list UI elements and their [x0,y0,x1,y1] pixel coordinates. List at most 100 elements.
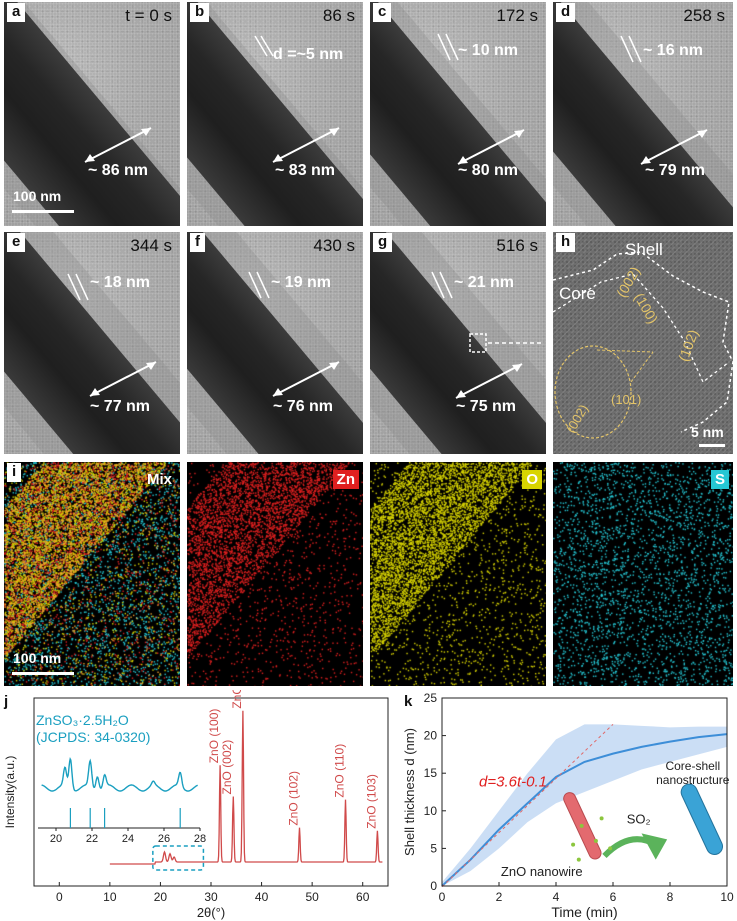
map-o: O [370,462,546,686]
scale-label: 100 nm [13,188,62,204]
x-tick-label: 40 [255,890,269,904]
shell-arrow [437,33,459,61]
inset-pattern [41,756,198,792]
x-tick-label: 60 [356,890,370,904]
inset-tick-label: 24 [122,833,134,845]
y-tick-label: 20 [424,729,438,743]
diameter-label: ~ 83 nm [275,162,336,179]
x-tick-label: 0 [56,890,63,904]
shell-arrow [620,35,642,63]
shell-thickness-label: ~ 16 nm [643,42,704,59]
inset-tick-label: 26 [158,833,170,845]
scale-bar [699,444,725,447]
time-label: t = 0 s [125,6,172,25]
shell-label: Shell [625,240,663,259]
scale-label: 100 nm [13,650,62,666]
x-axis-label: Time (min) [551,904,617,920]
inset-tick-label: 22 [86,833,98,845]
nanowire-label: ZnO nanowire [501,864,583,879]
peak-label: ZnO (110) [333,744,347,798]
so2-molecule [593,838,598,843]
panel-label: c [373,3,392,22]
diameter-arrow [89,361,157,397]
hrtem-overlay [553,251,733,439]
panel-label: h [556,233,576,252]
map-dots [187,462,363,686]
peak-label: ZnO (002) [220,740,234,795]
panel-label: a [7,3,26,22]
inset-title: ZnSO₃·2.5H₂O [36,712,129,728]
shell-arrow [67,273,89,301]
map-dots [4,462,180,686]
confidence-band [442,724,727,886]
scale-bar [12,672,74,675]
time-label: 258 s [683,6,725,25]
y-tick-label: 25 [424,691,438,705]
panel-label: g [373,233,393,252]
diameter-label: ~ 76 nm [273,398,334,415]
x-tick-label: 2 [496,890,503,904]
time-label: 86 s [322,6,355,25]
so2-molecule [576,857,581,862]
core-label: Core [559,284,596,303]
diameter-label: ~ 86 nm [88,162,149,179]
shell-thickness-label: ~ 10 nm [458,42,519,59]
time-label: 172 s [496,6,538,25]
zoom-box [152,845,205,871]
y-tick-label: 10 [424,804,438,818]
x-axis-label: 2θ(°) [197,905,225,920]
shell-arrow [431,271,453,299]
map-dots [553,462,733,686]
panel-label: b [190,3,210,22]
peak-label: ZnO (103) [364,774,378,829]
map-mix: Mix i 100 nm [4,462,180,686]
y-tick-label: 0 [430,879,437,893]
plot-frame [441,697,728,887]
inset-tick-label: 28 [194,833,206,845]
zoom-box [469,333,544,353]
shell-thickness-label: ~ 19 nm [271,274,332,291]
panel-label: d [556,3,576,22]
inset-subtitle: (JCPDS: 34-0320) [36,729,150,745]
gas-label: SO₂ [627,812,651,827]
diameter-arrow [272,361,340,397]
panel-label: f [190,233,205,252]
panel-e: e 344 s ~ 18 nm ~ 77 nm [4,232,180,454]
panel-b: b 86 s d =~5 nm ~ 83 nm [187,2,363,226]
time-label: 430 s [313,236,355,255]
map-label-o: O [522,470,542,489]
xrd-pattern [109,710,383,865]
panel-h: h Shell Core (002) (100) (102) (101) (00… [553,232,733,454]
xrd-chart: j 0 10 20 30 40 50 60 2θ(°) Intensity(a.u.) ZnO (1… [3,690,389,920]
map-dots [370,462,546,686]
inset-tick-label: 20 [50,833,62,845]
panel-label: e [7,233,26,252]
peak-label: ZnO (101) [230,690,244,709]
so2-molecule [599,816,604,821]
time-label: 516 s [496,236,538,255]
shell-thickness-label: ~ 21 nm [454,274,515,291]
so2-molecule [571,842,576,847]
diameter-arrow [455,363,523,399]
diameter-label: ~ 79 nm [645,162,706,179]
panel-a: a t = 0 s ~ 86 nm 100 nm [4,2,180,226]
x-tick-label: 10 [720,890,734,904]
diameter-arrow [84,127,152,163]
diameter-arrow [457,129,525,165]
so2-molecule [608,846,613,851]
panel-f: f 430 s ~ 19 nm ~ 76 nm [187,232,363,454]
shell-thickness-label: d =~5 nm [273,46,344,63]
core-shell-illustration [680,783,724,855]
peak-label: ZnO (102) [287,771,301,826]
panel-c: c 172 s ~ 10 nm ~ 80 nm [370,2,546,226]
map-label-mix: Mix [146,471,172,488]
x-tick-label: 20 [154,890,168,904]
shell-thickness-chart: k 0 2 4 6 8 10 0 5 10 15 20 25 Time (min) Shell thickn… [402,691,734,920]
scale-bar [12,210,74,213]
y-tick-label: 5 [430,841,437,855]
x-tick-label: 8 [667,890,674,904]
panel-g: g 516 s ~ 21 nm ~ 75 nm [370,232,546,454]
x-tick-label: 30 [204,890,218,904]
shell-arrow [254,35,274,57]
x-tick-label: 0 [439,890,446,904]
